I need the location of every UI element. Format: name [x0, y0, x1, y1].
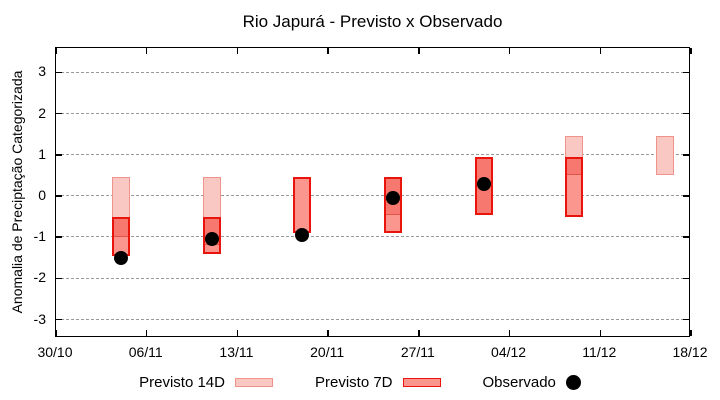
x-tick-bottom: [236, 330, 239, 336]
x-tick-top: [55, 48, 57, 54]
x-tick-top: [418, 48, 420, 54]
x-tick-label: 20/11: [310, 344, 345, 360]
y-tick-label: -3: [33, 310, 46, 327]
x-tick-bottom: [145, 330, 148, 336]
observado-dot: [295, 228, 310, 243]
legend-label: Previsto 7D: [314, 374, 393, 391]
observado-dot: [113, 250, 128, 265]
y-tick-right: [683, 112, 689, 115]
y-tick-left: [56, 236, 62, 238]
grid-line: [56, 277, 689, 279]
grid-line: [56, 71, 689, 73]
x-tick-label: 13/11: [219, 344, 254, 360]
bar-overlap: [113, 218, 128, 238]
x-tick-top: [145, 48, 148, 54]
legend: Previsto 14D Previsto 7D Observado: [0, 374, 720, 391]
y-tick-right: [683, 277, 689, 280]
legend-item-range7: Previsto 7D: [315, 374, 441, 391]
y-tick-left: [56, 195, 62, 197]
x-tick-bottom: [599, 330, 602, 336]
bar-overlap: [567, 158, 582, 176]
y-tick-left: [56, 71, 62, 74]
chart-title: Rio Japurá - Previsto x Observado: [242, 12, 503, 31]
y-tick-left: [56, 277, 62, 280]
y-tick-label: 2: [38, 104, 46, 121]
legend-item-dot: Observado: [483, 374, 581, 391]
y-tick-right: [683, 71, 689, 74]
y-tick-label: 1: [38, 145, 46, 162]
y-tick-label: -2: [33, 269, 46, 286]
x-tick-top: [327, 48, 329, 54]
legend-item-range14: Previsto 14D: [139, 374, 273, 391]
y-tick-right: [683, 318, 689, 321]
grid-line: [56, 195, 689, 197]
y-tick-right: [683, 195, 689, 197]
y-tick-right: [683, 154, 689, 156]
x-tick-label: 04/12: [491, 344, 527, 360]
x-tick-bottom: [418, 330, 420, 336]
y-tick-right: [683, 236, 689, 238]
bar-previsto-14d: [656, 136, 675, 176]
legend-label: Previsto 14D: [139, 374, 225, 391]
y-tick-label: 3: [38, 63, 46, 80]
y-tick-left: [56, 112, 62, 115]
x-tick-bottom: [508, 330, 511, 336]
grid-line: [56, 318, 689, 320]
legend-swatch-previsto-14d: [234, 378, 273, 387]
bar-previsto-7d: [293, 177, 312, 234]
legend-label: Observado: [482, 374, 556, 391]
y-tick-label: -1: [33, 228, 46, 245]
x-tick-label: 30/10: [37, 344, 73, 360]
legend-swatch-previsto-7d: [402, 378, 441, 387]
observado-dot: [204, 232, 219, 247]
x-tick-top: [236, 48, 239, 54]
x-tick-bottom: [55, 330, 57, 336]
y-tick-left: [56, 318, 62, 321]
x-tick-bottom: [327, 330, 329, 336]
plot-area: [55, 47, 692, 337]
observado-dot: [385, 191, 400, 206]
x-tick-label: 18/12: [672, 344, 708, 360]
observado-dot: [476, 176, 491, 191]
x-tick-top: [690, 48, 692, 54]
y-tick-left: [56, 154, 62, 156]
grid-line: [56, 154, 689, 156]
x-tick-label: 06/11: [128, 344, 163, 360]
x-tick-label: 11/12: [582, 344, 617, 360]
x-tick-top: [508, 48, 511, 54]
y-tick-label: 0: [38, 187, 46, 203]
x-tick-label: 27/11: [400, 344, 435, 360]
grid-line: [56, 236, 689, 238]
x-tick-top: [599, 48, 602, 54]
legend-swatch-observado-dot: [565, 375, 581, 390]
grid-line: [56, 112, 689, 114]
x-tick-bottom: [690, 330, 692, 336]
